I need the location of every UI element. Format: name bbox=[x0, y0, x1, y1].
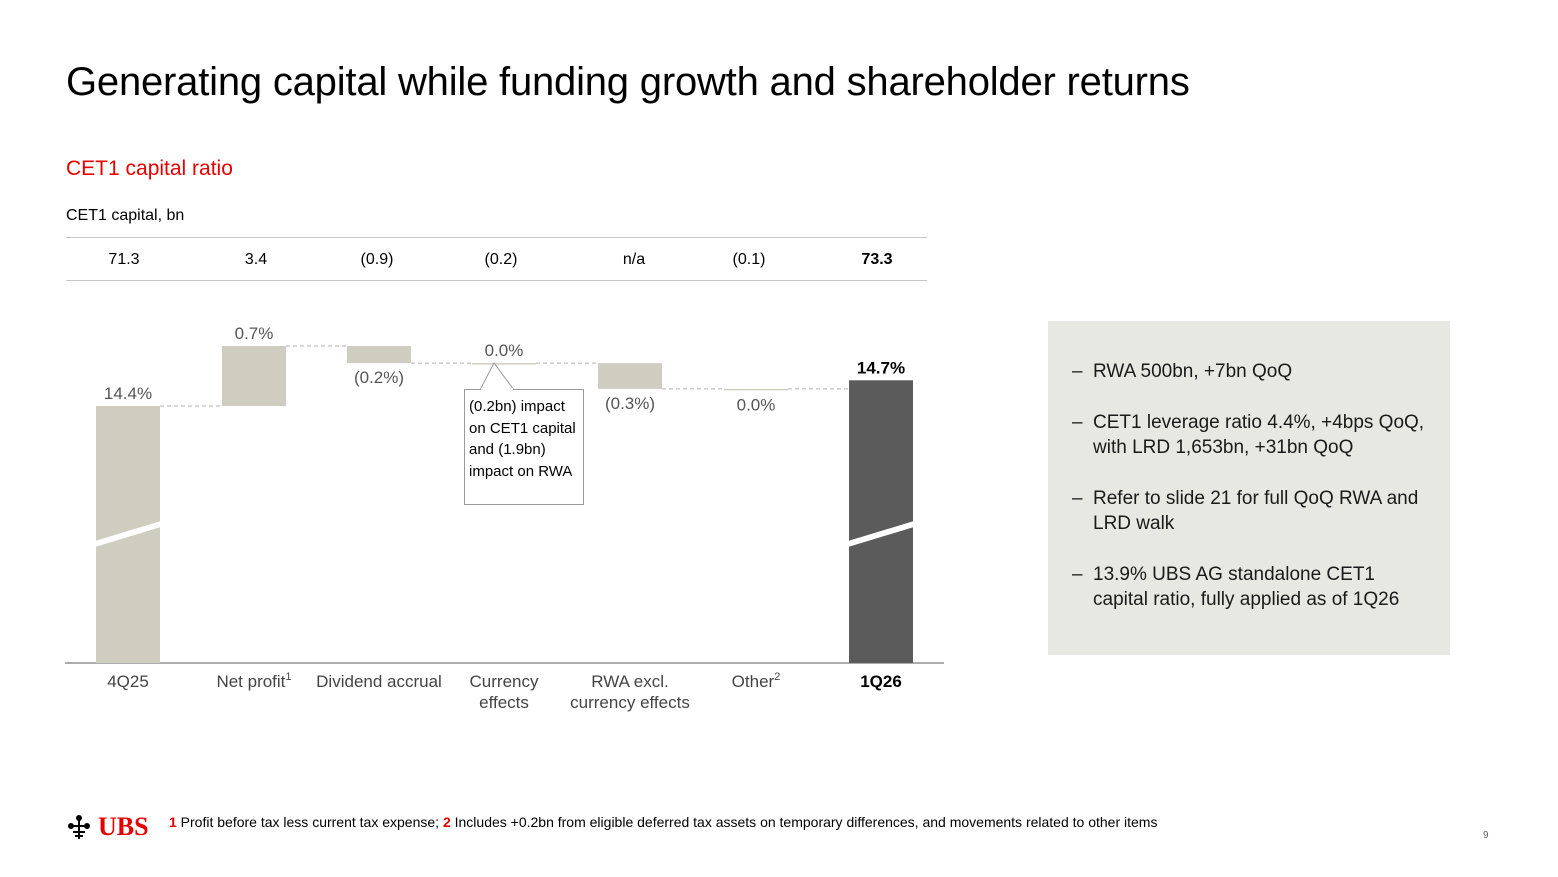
callout-pointer bbox=[479, 362, 515, 391]
value-label: 14.4% bbox=[104, 384, 152, 403]
footnote-1-text: Profit before tax less current tax expen… bbox=[176, 814, 443, 830]
category-label: currency effects bbox=[570, 693, 690, 712]
slide-title: Generating capital while funding growth … bbox=[66, 60, 1190, 104]
key-point: – RWA 500bn, +7bn QoQ bbox=[1072, 359, 1426, 384]
value-label: 14.7% bbox=[857, 358, 905, 377]
capital-value-net-profit: 3.4 bbox=[244, 251, 268, 268]
capital-value-4q25: 71.3 bbox=[108, 251, 140, 268]
capital-value-dividend-accrual: (0.9) bbox=[360, 251, 394, 268]
key-point-text: 13.9% UBS AG standalone CET1 capital rat… bbox=[1093, 564, 1400, 610]
value-label: 0.0% bbox=[485, 341, 524, 360]
bar-net-profit bbox=[222, 346, 286, 406]
capital-value-1q26: 73.3 bbox=[861, 251, 893, 268]
chart-subtitle: CET1 capital ratio bbox=[66, 157, 233, 180]
footnote-1-marker: 1 bbox=[169, 814, 177, 830]
ubs-logo: UBS bbox=[64, 812, 149, 842]
footnote-2-text: Includes +0.2bn from eligible deferred t… bbox=[450, 814, 1158, 830]
callout-pointer-mask bbox=[481, 388, 513, 392]
bar-rwa-excl-currency-effects bbox=[598, 363, 662, 389]
waterfall-chart: 14.4% 0.7% (0.2%) 0.0% (0.3%) 0.0% 14.7% 4Q25 Ne… bbox=[65, 324, 944, 712]
value-label: (0.2%) bbox=[354, 368, 404, 387]
key-point-text: RWA 500bn, +7bn QoQ bbox=[1093, 361, 1293, 382]
bar-currency-effects bbox=[472, 363, 536, 365]
key-point: –13.9% UBS AG standalone CET1 capital ra… bbox=[1072, 562, 1426, 612]
category-label: effects bbox=[479, 693, 529, 712]
footnotes: 1 Profit before tax less current tax exp… bbox=[169, 814, 1157, 830]
category-label: RWA excl. bbox=[591, 672, 668, 691]
axis-break-mark bbox=[95, 521, 161, 547]
key-point: – CET1 leverage ratio 4.4%, +4bps QoQ, wi… bbox=[1072, 410, 1426, 460]
value-label: (0.3%) bbox=[605, 394, 655, 413]
bullet-dash-icon: – bbox=[1072, 564, 1083, 585]
bullet-dash-icon: – bbox=[1072, 412, 1083, 433]
key-point-text: Refer to slide 21 for full QoQ RWA and L… bbox=[1093, 488, 1419, 534]
capital-row-label: CET1 capital, bn bbox=[66, 207, 185, 224]
category-label: 1Q26 bbox=[860, 672, 902, 691]
bar-1q26 bbox=[849, 380, 913, 663]
value-label: 0.0% bbox=[737, 395, 776, 414]
bullet-dash-icon: – bbox=[1072, 488, 1083, 509]
capital-value-other: (0.1) bbox=[732, 251, 766, 268]
capital-values-row: 71.3 3.4 (0.9) (0.2) n/a (0.1) 73.3 bbox=[66, 237, 927, 281]
logo-wordmark: UBS bbox=[98, 812, 149, 841]
category-label: Dividend accrual bbox=[316, 672, 442, 691]
currency-effects-callout: (0.2bn) impact on CET1 capital and (1.9b… bbox=[464, 389, 584, 505]
key-point: – Refer to slide 21 for full QoQ RWA and … bbox=[1072, 486, 1426, 536]
key-points-panel: – RWA 500bn, +7bn QoQ – CET1 leverage rati… bbox=[1048, 321, 1450, 655]
bar-other bbox=[724, 388, 788, 391]
footnote-superscript: 2 bbox=[774, 671, 780, 683]
footnote-superscript: 1 bbox=[285, 671, 291, 683]
category-label: Currency bbox=[470, 672, 539, 691]
category-label: 4Q25 bbox=[107, 672, 149, 691]
keys-emblem-icon bbox=[68, 815, 90, 839]
category-label: Other2 bbox=[732, 671, 781, 691]
footnote-2-marker: 2 bbox=[442, 814, 451, 830]
page-number: 9 bbox=[1483, 830, 1489, 841]
value-label: 0.7% bbox=[235, 324, 274, 343]
key-point-text: CET1 leverage ratio 4.4%, +4bps QoQ, wit… bbox=[1093, 412, 1425, 458]
category-label: Net profit1 bbox=[216, 671, 291, 691]
capital-value-rwa-excl: n/a bbox=[622, 251, 646, 268]
bar-dividend-accrual bbox=[347, 346, 411, 364]
capital-value-currency-effects: (0.2) bbox=[484, 251, 518, 268]
axis-break-mark bbox=[848, 521, 914, 547]
bullet-dash-icon: – bbox=[1072, 361, 1083, 382]
